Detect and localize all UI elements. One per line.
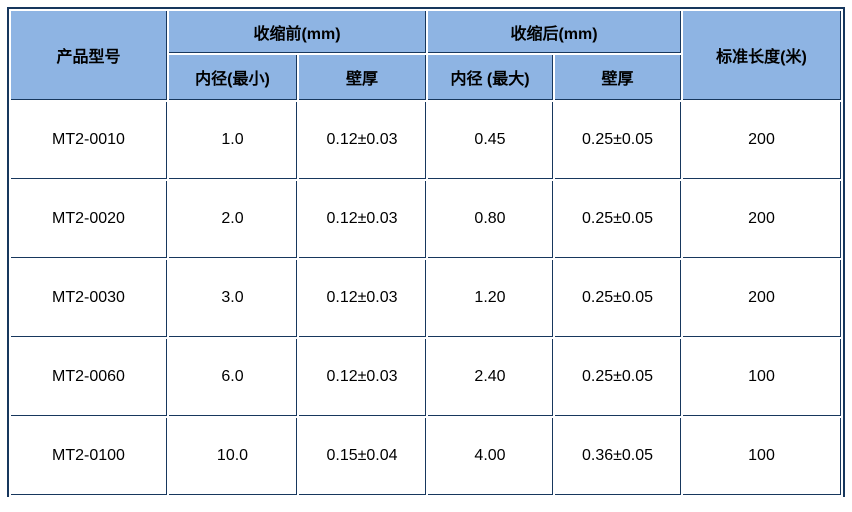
header-group-before-shrink: 收缩前(mm): [169, 11, 426, 53]
cell-inner-diameter-before: 10.0: [169, 418, 297, 495]
cell-wall-thickness-before: 0.15±0.04: [299, 418, 426, 495]
table-body: MT2-0010 1.0 0.12±0.03 0.45 0.25±0.05 20…: [11, 102, 841, 495]
cell-wall-thickness-before: 0.12±0.03: [299, 102, 426, 179]
cell-wall-thickness-before: 0.12±0.03: [299, 339, 426, 416]
cell-inner-diameter-after: 0.80: [428, 181, 553, 258]
cell-standard-length: 200: [683, 102, 841, 179]
cell-inner-diameter-before: 2.0: [169, 181, 297, 258]
header-row-groups: 产品型号 收缩前(mm) 收缩后(mm) 标准长度(米): [11, 11, 841, 100]
cell-product-model: MT2-0020: [11, 181, 167, 258]
header-wall-thickness-before: 壁厚: [299, 55, 426, 100]
header-group-after-shrink: 收缩后(mm): [428, 11, 681, 53]
cell-wall-thickness-after: 0.25±0.05: [555, 260, 681, 337]
cell-product-model: MT2-0010: [11, 102, 167, 179]
cell-standard-length: 100: [683, 339, 841, 416]
header-inner-diameter-min: 内径(最小): [169, 55, 297, 100]
product-spec-table-wrapper: 产品型号 收缩前(mm) 收缩后(mm) 标准长度(米) 内径(最小) 壁厚 内…: [7, 7, 845, 497]
table-row: MT2-0100 10.0 0.15±0.04 4.00 0.36±0.05 1…: [11, 418, 841, 495]
header-standard-length: 标准长度(米): [683, 11, 841, 100]
cell-wall-thickness-after: 0.25±0.05: [555, 181, 681, 258]
cell-inner-diameter-after: 0.45: [428, 102, 553, 179]
table-header: 产品型号 收缩前(mm) 收缩后(mm) 标准长度(米) 内径(最小) 壁厚 内…: [11, 11, 841, 100]
cell-wall-thickness-before: 0.12±0.03: [299, 260, 426, 337]
cell-wall-thickness-after: 0.36±0.05: [555, 418, 681, 495]
table-row: MT2-0030 3.0 0.12±0.03 1.20 0.25±0.05 20…: [11, 260, 841, 337]
cell-inner-diameter-after: 2.40: [428, 339, 553, 416]
cell-inner-diameter-before: 1.0: [169, 102, 297, 179]
cell-product-model: MT2-0030: [11, 260, 167, 337]
cell-wall-thickness-after: 0.25±0.05: [555, 339, 681, 416]
cell-wall-thickness-before: 0.12±0.03: [299, 181, 426, 258]
header-row-subcolumns: 内径(最小) 壁厚 内径 (最大) 壁厚: [11, 55, 841, 100]
cell-wall-thickness-after: 0.25±0.05: [555, 102, 681, 179]
cell-inner-diameter-before: 3.0: [169, 260, 297, 337]
cell-product-model: MT2-0060: [11, 339, 167, 416]
cell-inner-diameter-after: 4.00: [428, 418, 553, 495]
header-wall-thickness-after: 壁厚: [555, 55, 681, 100]
table-row: MT2-0010 1.0 0.12±0.03 0.45 0.25±0.05 20…: [11, 102, 841, 179]
cell-standard-length: 200: [683, 260, 841, 337]
cell-inner-diameter-after: 1.20: [428, 260, 553, 337]
table-row: MT2-0020 2.0 0.12±0.03 0.80 0.25±0.05 20…: [11, 181, 841, 258]
table-row: MT2-0060 6.0 0.12±0.03 2.40 0.25±0.05 10…: [11, 339, 841, 416]
cell-inner-diameter-before: 6.0: [169, 339, 297, 416]
product-spec-table: 产品型号 收缩前(mm) 收缩后(mm) 标准长度(米) 内径(最小) 壁厚 内…: [9, 9, 843, 497]
header-inner-diameter-max: 内径 (最大): [428, 55, 553, 100]
cell-standard-length: 100: [683, 418, 841, 495]
cell-standard-length: 200: [683, 181, 841, 258]
header-product-model: 产品型号: [11, 11, 167, 100]
cell-product-model: MT2-0100: [11, 418, 167, 495]
